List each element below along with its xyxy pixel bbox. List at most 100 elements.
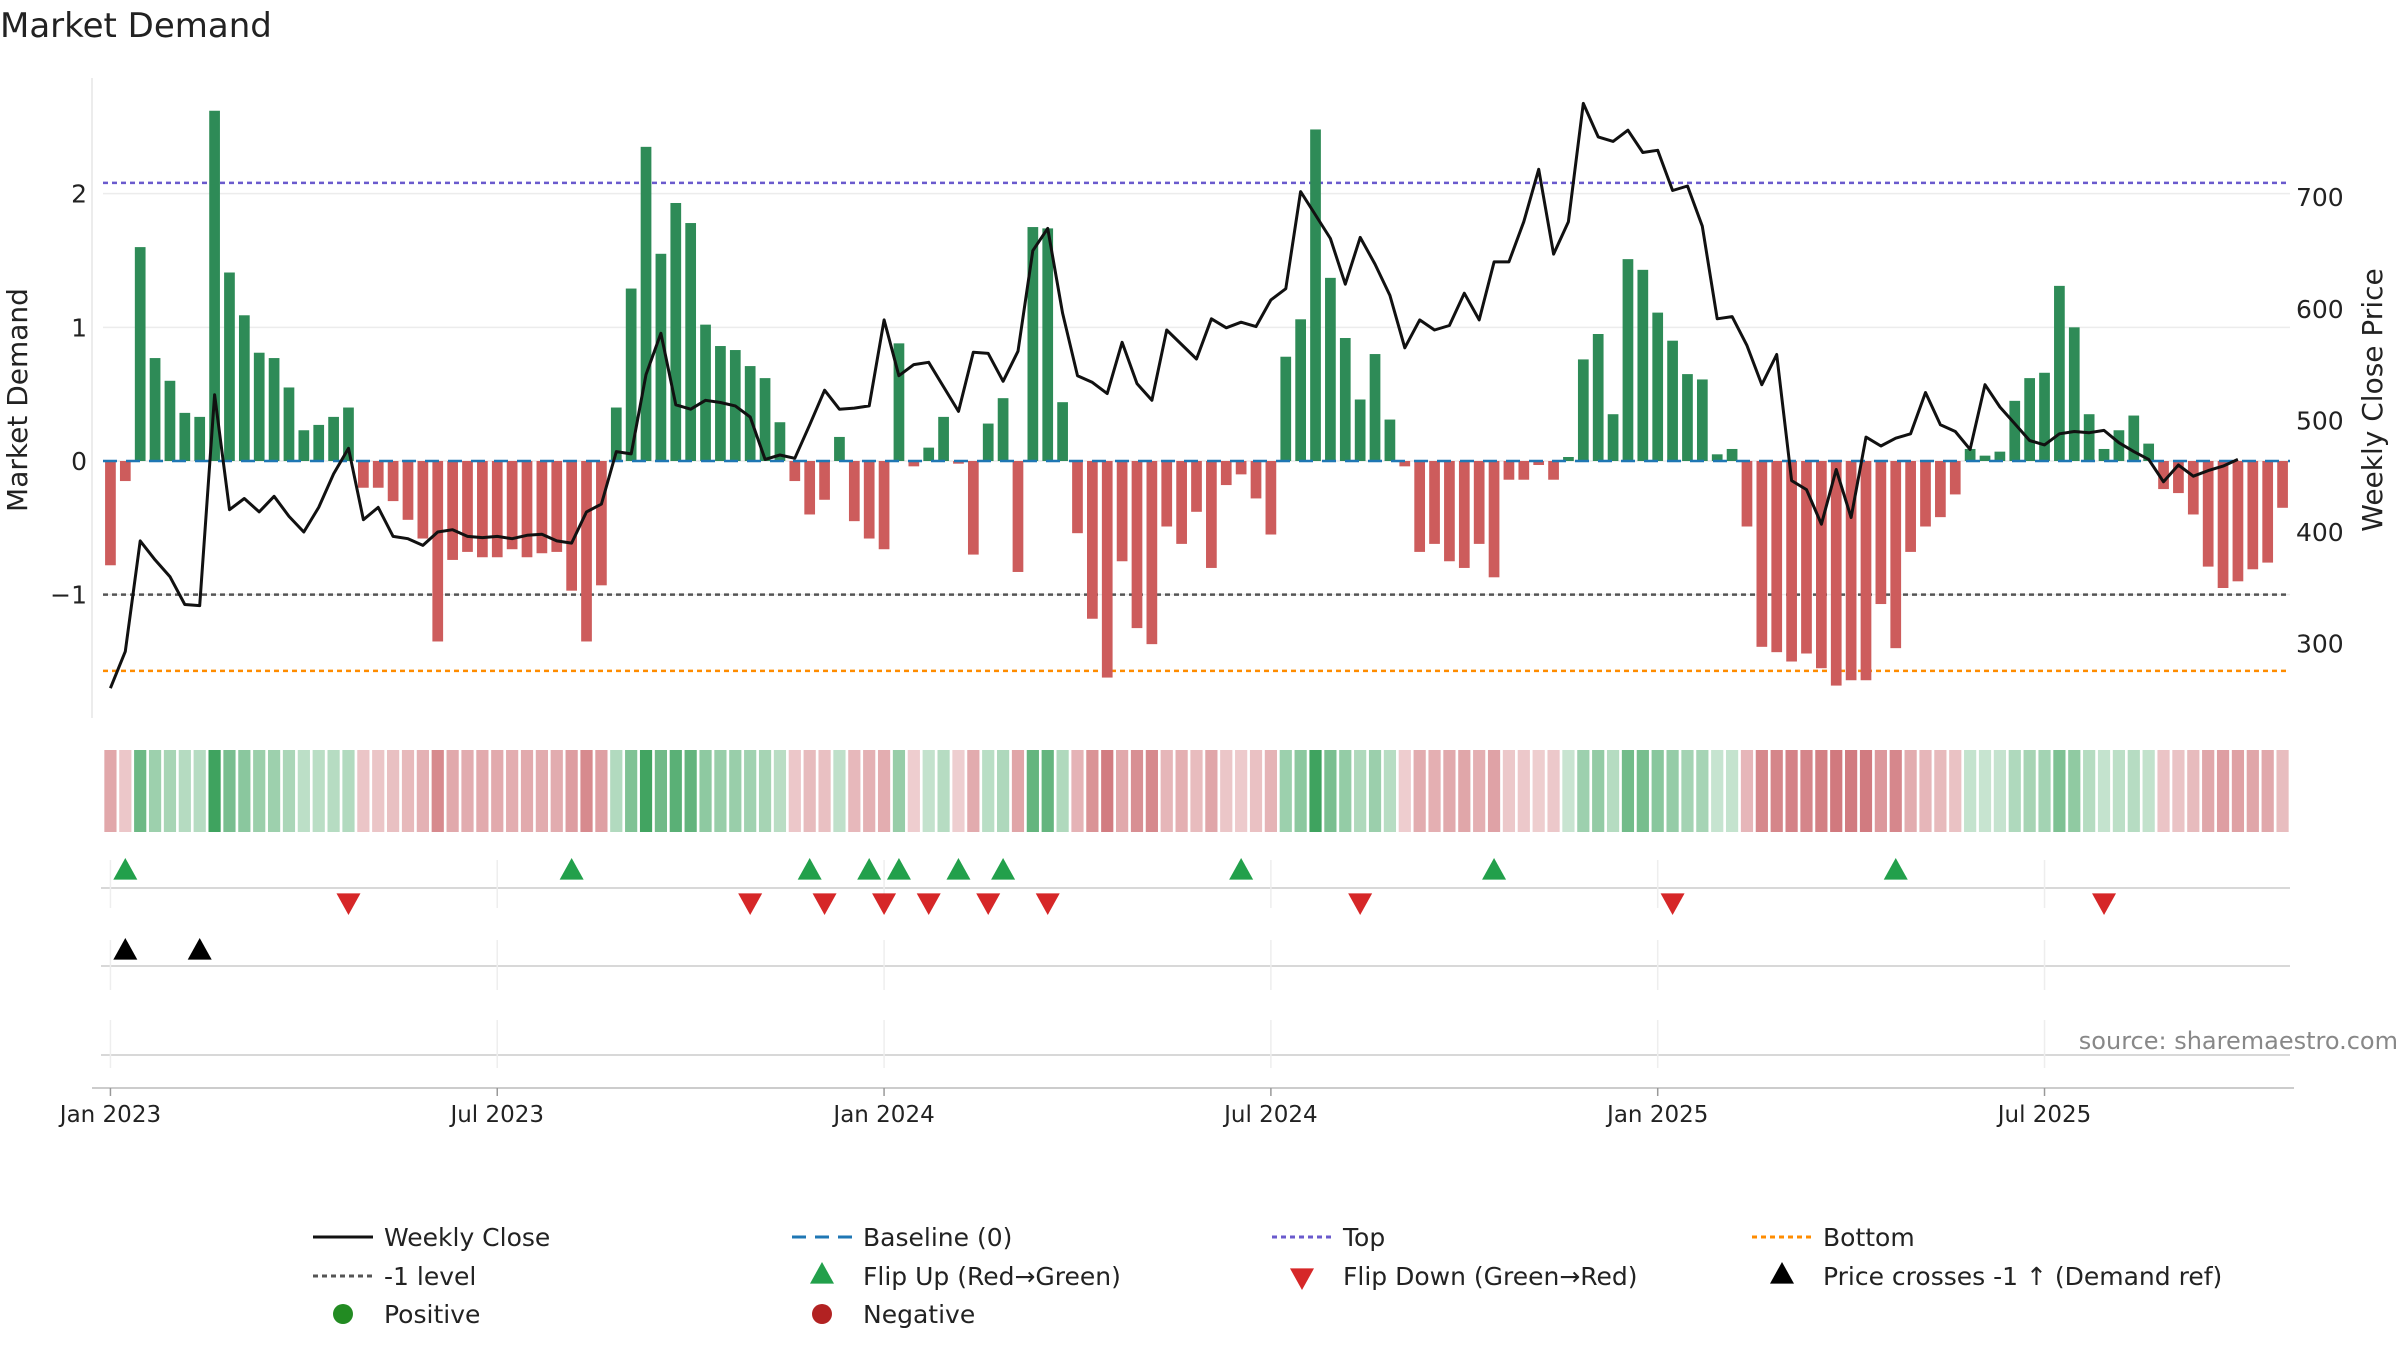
strip-cell [357, 750, 370, 832]
strip-cell [1130, 750, 1144, 832]
flip-down-marker [1660, 893, 1685, 915]
strip-cell [744, 750, 757, 832]
demand-bar-negative [1875, 461, 1887, 605]
legend-label: Flip Up (Red→Green) [863, 1262, 1121, 1291]
demand-bar-positive [1652, 312, 1664, 461]
demand-bar-negative [1414, 461, 1426, 552]
demand-bar-negative [1206, 461, 1217, 568]
demand-bar-negative [863, 461, 875, 539]
strip-cell [208, 750, 221, 832]
legend-label: Bottom [1823, 1223, 1915, 1252]
demand-bar-positive [1027, 227, 1039, 461]
axis-layer: 2 1 0 −1 700 600 500 400 300 [50, 78, 2344, 718]
demand-bar-negative [387, 461, 399, 502]
demand-bar-negative [1816, 461, 1827, 669]
strip-cell [565, 750, 578, 832]
strip-cell [1651, 750, 1664, 832]
strip-cell [1666, 750, 1679, 832]
demand-bar-positive [149, 358, 161, 461]
source-credit: source: sharemaestro.com [2079, 1027, 2398, 1055]
strip-cell [2216, 750, 2230, 832]
demand-bar-positive [670, 202, 682, 461]
strip-cell [1309, 750, 1322, 832]
strip-cell [1547, 750, 1560, 832]
flip-down-marker [1035, 893, 1060, 915]
demand-bar-positive [1339, 338, 1351, 461]
demand-bar-positive [1325, 277, 1336, 461]
demand-bar-positive [1384, 419, 1396, 461]
strip-cell [387, 750, 400, 832]
demand-bar-negative [1399, 461, 1411, 467]
demand-bar-positive [1295, 319, 1306, 461]
strip-cell [267, 750, 281, 832]
strip-cell [1249, 750, 1263, 832]
demand-bar-negative [551, 461, 563, 552]
y-axis-label-right: Weekly Close Price [2356, 268, 2389, 531]
strip-cell [372, 750, 385, 832]
strip-cell [312, 750, 325, 832]
demand-bar-positive [2098, 448, 2110, 461]
strip-cell [327, 750, 340, 832]
demand-bar-positive [1057, 402, 1068, 461]
strip-cell [1592, 750, 1605, 832]
demand-bar-positive [1711, 454, 1723, 461]
demand-bar-negative [2232, 461, 2244, 582]
demand-bar-negative [462, 461, 473, 552]
left-tick-label: −1 [50, 581, 87, 610]
price-cross-marker [187, 938, 212, 960]
strip-cell [1711, 750, 1724, 832]
strip-cell [1934, 750, 1947, 832]
demand-bar-positive [328, 416, 339, 461]
demand-bar-negative [848, 461, 860, 522]
demand-bar-positive [164, 380, 176, 461]
demand-bar-negative [1518, 461, 1530, 480]
left-tick-label: 1 [71, 313, 87, 342]
demand-bar-positive [700, 324, 711, 461]
demand-bar-negative [1176, 461, 1187, 544]
demand-bar-positive [343, 407, 354, 461]
strip-cell [2053, 750, 2066, 832]
flip-up-marker [886, 858, 911, 880]
demand-bar-negative [402, 461, 414, 520]
strip-cell [1621, 750, 1635, 832]
legend-label: Top [1342, 1223, 1385, 1252]
demand-bar-positive [268, 358, 280, 461]
demand-bar-positive [1622, 259, 1634, 461]
demand-bar-negative [1786, 461, 1797, 662]
demand-bar-negative [1012, 461, 1024, 572]
right-tick-label: 500 [2296, 406, 2344, 435]
demand-bar-negative [1458, 461, 1470, 568]
strip-cell [2246, 750, 2259, 832]
demand-bar-negative [2262, 461, 2274, 563]
strip-cell [1949, 750, 1962, 832]
demand-bar-positive [1592, 334, 1604, 461]
demand-bar-negative [417, 461, 429, 539]
demand-bar-negative [506, 461, 518, 550]
demand-heat-strip [104, 750, 2289, 832]
strip-cell [1800, 750, 1813, 832]
strip-cell [1116, 750, 1129, 832]
flip-up-marker [857, 858, 882, 880]
strip-cell [848, 750, 861, 832]
demand-bar-positive [224, 272, 235, 461]
strip-cell [193, 750, 206, 832]
demand-bar-negative [1830, 461, 1842, 686]
strip-cell [2231, 750, 2245, 832]
demand-bar-positive [893, 343, 905, 461]
strip-cell [1071, 750, 1084, 832]
strip-cell [1190, 750, 1203, 832]
strip-cell [1101, 750, 1114, 832]
demand-bar-negative [1220, 461, 1232, 486]
demand-bar-negative [1741, 461, 1753, 527]
signal-rows [101, 858, 2290, 1068]
strip-cell [610, 750, 623, 832]
demand-bar-positive [2068, 327, 2080, 461]
strip-cell [342, 750, 355, 832]
demand-bar-negative [1161, 461, 1173, 527]
strip-cell [967, 750, 980, 832]
demand-bar-negative [2247, 461, 2259, 570]
demand-bar-negative [477, 461, 488, 558]
flip-down-marker [1348, 893, 1373, 915]
demand-bar-negative [1860, 461, 1872, 681]
strip-cell [1904, 750, 1917, 832]
